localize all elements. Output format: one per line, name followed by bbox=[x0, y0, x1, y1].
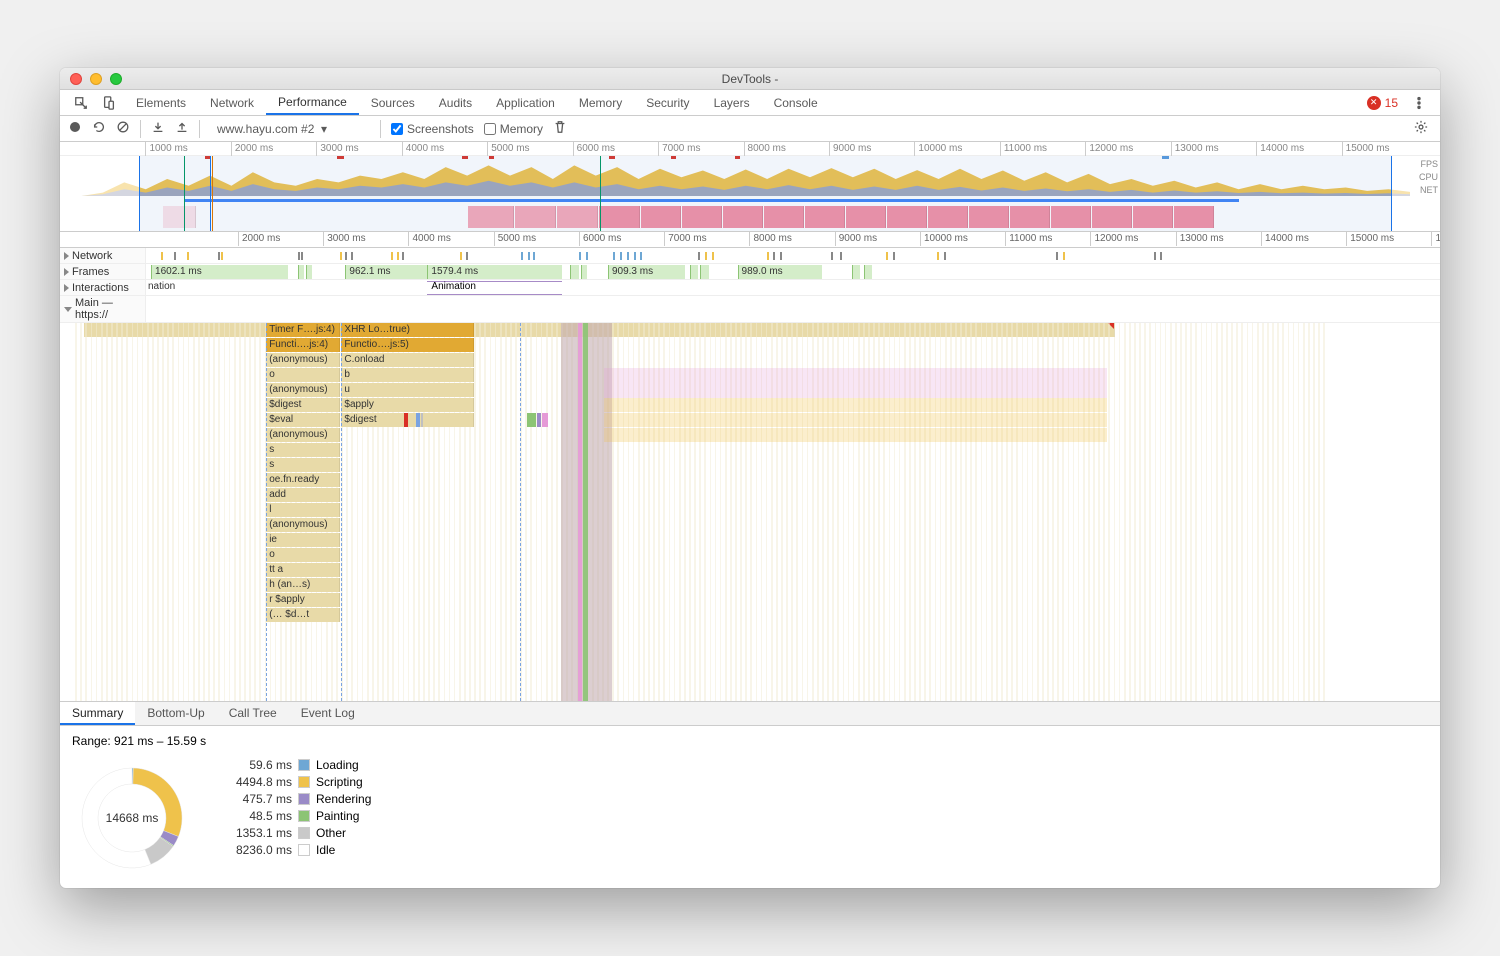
trash-icon[interactable] bbox=[553, 120, 567, 137]
tab-security[interactable]: Security bbox=[634, 90, 701, 115]
screenshots-label: Screenshots bbox=[407, 122, 474, 136]
frame-duration: 1602.1 ms bbox=[151, 265, 202, 279]
memory-checkbox[interactable]: Memory bbox=[484, 122, 543, 136]
flame-frame[interactable]: s bbox=[266, 443, 339, 457]
bottom-tab-summary[interactable]: Summary bbox=[60, 702, 135, 725]
tab-memory[interactable]: Memory bbox=[567, 90, 634, 115]
frames-label: Frames bbox=[72, 266, 109, 278]
tab-console[interactable]: Console bbox=[762, 90, 830, 115]
bottom-tab-bottom-up[interactable]: Bottom-Up bbox=[135, 702, 216, 725]
summary-total: 14668 ms bbox=[72, 758, 192, 878]
flame-frame[interactable]: ie bbox=[266, 533, 339, 547]
reload-record-icon[interactable] bbox=[92, 120, 106, 137]
flame-frame[interactable]: oe.fn.ready bbox=[266, 473, 339, 487]
frame-duration: 909.3 ms bbox=[608, 265, 653, 279]
summary-range: Range: 921 ms – 15.59 s bbox=[60, 726, 1440, 748]
bottom-tab-event-log[interactable]: Event Log bbox=[289, 702, 367, 725]
legend-item: 59.6 msLoading bbox=[212, 758, 371, 772]
detail-ruler: 2000 ms3000 ms4000 ms5000 ms6000 ms7000 … bbox=[60, 232, 1440, 248]
interactions-label: Interactions bbox=[72, 282, 129, 294]
legend-item: 1353.1 msOther bbox=[212, 826, 371, 840]
error-indicator[interactable]: ✕ 15 bbox=[1361, 90, 1404, 115]
clear-icon[interactable] bbox=[116, 120, 130, 137]
flame-frame[interactable]: o bbox=[266, 548, 339, 562]
flame-frame[interactable]: tt a bbox=[266, 563, 339, 577]
chevron-down-icon bbox=[64, 307, 72, 312]
flame-frame[interactable]: XHR Lo…true) bbox=[341, 323, 474, 337]
interactions-track[interactable]: Interactions Animationnation bbox=[60, 280, 1440, 296]
frames-track[interactable]: Frames 1602.1 ms 962.1 ms 1579.4 ms 909.3 m… bbox=[60, 264, 1440, 280]
summary-panel: 14668 ms 59.6 msLoading 4494.8 msScriptin… bbox=[60, 748, 1440, 888]
flame-frame[interactable]: Functio….js:5) bbox=[341, 338, 474, 352]
gear-icon[interactable] bbox=[1410, 120, 1432, 137]
frame-duration: 1579.4 ms bbox=[427, 265, 478, 279]
load-icon[interactable] bbox=[151, 120, 165, 137]
animation-label: Animation bbox=[427, 281, 479, 292]
kebab-icon[interactable] bbox=[1406, 90, 1432, 115]
zoom-icon[interactable] bbox=[110, 73, 122, 85]
chevron-right-icon bbox=[64, 252, 69, 260]
error-count: 15 bbox=[1385, 96, 1398, 110]
tab-layers[interactable]: Layers bbox=[702, 90, 762, 115]
summary-legend: 59.6 msLoading 4494.8 msScripting 475.7 ms… bbox=[212, 758, 371, 857]
record-icon[interactable] bbox=[68, 120, 82, 137]
window-controls bbox=[70, 73, 122, 85]
chevron-right-icon bbox=[64, 284, 69, 292]
inspect-icon[interactable] bbox=[68, 90, 94, 115]
flame-frame[interactable]: add bbox=[266, 488, 339, 502]
titlebar: DevTools - bbox=[60, 68, 1440, 90]
recording-label: www.hayu.com #2 bbox=[217, 122, 314, 136]
frame-duration: 989.0 ms bbox=[738, 265, 783, 279]
tracks: Network Frames 1602.1 ms 962.1 ms 1579.4 m… bbox=[60, 248, 1440, 323]
frame-duration: 962.1 ms bbox=[345, 265, 390, 279]
close-icon[interactable] bbox=[70, 73, 82, 85]
legend-item: 4494.8 msScripting bbox=[212, 775, 371, 789]
tab-performance[interactable]: Performance bbox=[266, 90, 359, 115]
legend-item: 8236.0 msIdle bbox=[212, 843, 371, 857]
flame-frame[interactable]: s bbox=[266, 458, 339, 472]
flame-frame[interactable]: (anonymous) bbox=[266, 428, 339, 442]
window-title: DevTools - bbox=[722, 72, 779, 86]
flame-frame[interactable]: $digest bbox=[341, 413, 474, 427]
flame-frame[interactable]: $apply bbox=[341, 398, 474, 412]
tab-audits[interactable]: Audits bbox=[427, 90, 484, 115]
network-label: Network bbox=[72, 250, 112, 262]
devtools-window: DevTools - ElementsNetworkPerformanceSou… bbox=[60, 68, 1440, 888]
overview-ruler: 1000 ms2000 ms3000 ms4000 ms5000 ms6000 … bbox=[60, 142, 1440, 156]
summary-donut: 14668 ms bbox=[72, 758, 192, 878]
tab-application[interactable]: Application bbox=[484, 90, 567, 115]
tab-network[interactable]: Network bbox=[198, 90, 266, 115]
overview-strip[interactable]: 1000 ms2000 ms3000 ms4000 ms5000 ms6000 … bbox=[60, 142, 1440, 232]
error-badge-icon: ✕ bbox=[1367, 96, 1381, 110]
legend-item: 475.7 msRendering bbox=[212, 792, 371, 806]
panel-tabbar: ElementsNetworkPerformanceSourcesAuditsA… bbox=[60, 90, 1440, 116]
flame-frame[interactable]: b bbox=[341, 368, 474, 382]
flame-frame[interactable]: C.onload bbox=[341, 353, 474, 367]
save-icon[interactable] bbox=[175, 120, 189, 137]
bottom-tab-call-tree[interactable]: Call Tree bbox=[217, 702, 289, 725]
flame-frame[interactable]: l bbox=[266, 503, 339, 517]
tab-elements[interactable]: Elements bbox=[124, 90, 198, 115]
flame-chart[interactable]: Timer F….js:4)Functi….js:4)(anonymous)o(… bbox=[60, 323, 1440, 702]
overview-selection[interactable] bbox=[139, 156, 1392, 231]
network-track[interactable]: Network bbox=[60, 248, 1440, 264]
flame-frame[interactable]: (… $d…t bbox=[266, 608, 339, 622]
flame-frame[interactable]: r $apply bbox=[266, 593, 339, 607]
recording-select[interactable]: www.hayu.com #2 ▾ bbox=[210, 121, 370, 137]
perf-toolbar: www.hayu.com #2 ▾ Screenshots Memory bbox=[60, 116, 1440, 142]
minimize-icon[interactable] bbox=[90, 73, 102, 85]
main-track-header[interactable]: Main — https:// bbox=[60, 296, 1440, 323]
bottom-tabs: SummaryBottom-UpCall TreeEvent Log bbox=[60, 702, 1440, 726]
overview-labels: FPS CPU NET bbox=[1419, 158, 1438, 197]
flame-frame[interactable]: (anonymous) bbox=[266, 518, 339, 532]
flame-frame[interactable]: h (an…s) bbox=[266, 578, 339, 592]
chevron-right-icon bbox=[64, 268, 69, 276]
main-label: Main — https:// bbox=[75, 297, 141, 321]
screenshots-checkbox[interactable]: Screenshots bbox=[391, 122, 474, 136]
memory-label: Memory bbox=[500, 122, 543, 136]
legend-item: 48.5 msPainting bbox=[212, 809, 371, 823]
tab-sources[interactable]: Sources bbox=[359, 90, 427, 115]
device-icon[interactable] bbox=[96, 90, 122, 115]
flame-frame[interactable]: u bbox=[341, 383, 474, 397]
